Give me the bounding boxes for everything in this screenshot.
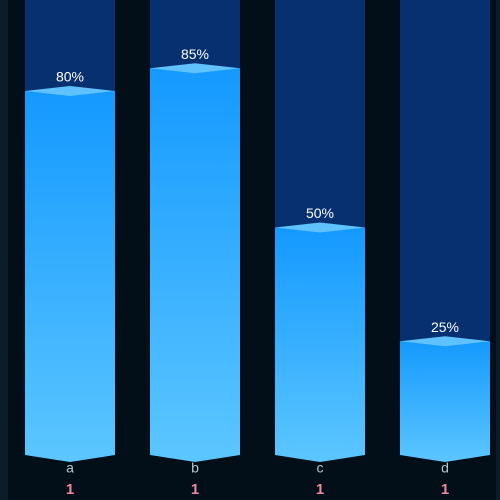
x-tick-label: c — [317, 460, 324, 476]
count-label: 1 — [441, 481, 449, 498]
value-label: 50% — [306, 205, 334, 221]
bar-cap — [150, 63, 240, 74]
x-tick-label: a — [66, 460, 74, 476]
bar-cap — [275, 222, 365, 233]
x-tick-label: b — [191, 460, 199, 476]
value-label: 25% — [431, 319, 459, 335]
right-edge — [496, 0, 500, 500]
bar — [275, 227, 365, 462]
bar — [150, 68, 240, 462]
bar-cap — [400, 336, 490, 347]
bar — [400, 341, 490, 462]
bar — [25, 91, 115, 462]
count-label: 1 — [191, 481, 199, 498]
count-label: 1 — [316, 481, 324, 498]
bar-cap — [25, 86, 115, 96]
x-tick-label: d — [441, 460, 449, 476]
count-label: 1 — [66, 481, 74, 498]
value-label: 80% — [56, 69, 84, 85]
left-edge — [0, 0, 8, 500]
value-label: 85% — [181, 46, 209, 62]
